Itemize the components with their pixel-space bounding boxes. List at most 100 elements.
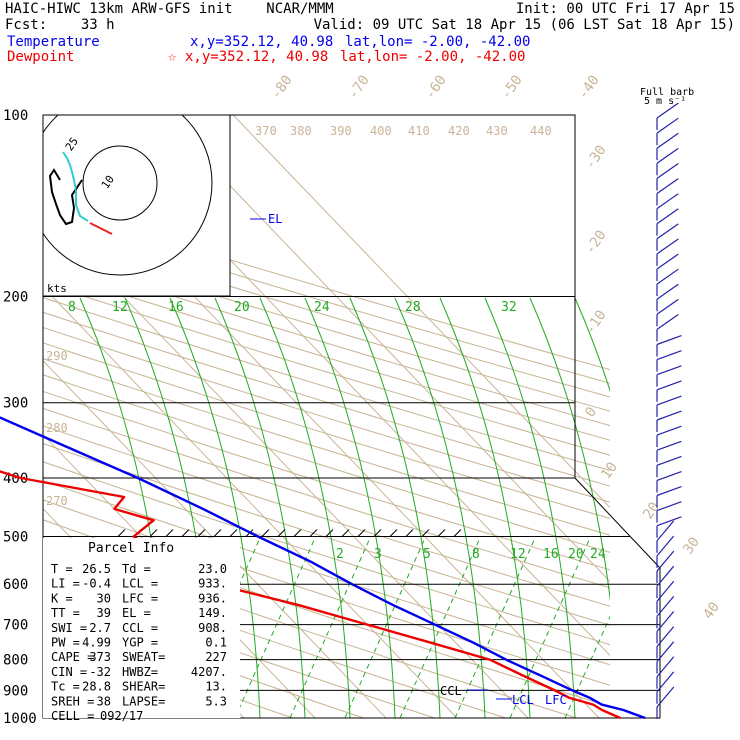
wind-barb: [656, 117, 679, 134]
isotherm-label: -40: [575, 72, 603, 102]
wind-barb: [656, 238, 679, 255]
wind-barb: [656, 455, 682, 466]
dry-adiabat-line: [43, 390, 610, 571]
moist-adiabat-line: [394, 297, 486, 718]
hodograph-trace-upper: [75, 179, 83, 191]
parcel-info-value: 2.7: [89, 621, 111, 635]
moist-adiabat-line: [439, 297, 531, 718]
dry-adiabat-line: [43, 297, 610, 471]
theta-label: 440: [530, 124, 552, 138]
parcel-info-label: SWI =: [51, 621, 87, 635]
wind-barb: [656, 298, 679, 315]
barb-legend-line1: Full barb: [640, 87, 694, 98]
wind-barb: [656, 380, 682, 391]
theta-label: 420: [448, 124, 470, 138]
parcel-info-value: 4207.: [191, 665, 227, 679]
wind-barb: [656, 516, 682, 527]
dry-adiabat-line: [43, 254, 610, 427]
moist-adiabat-line: [214, 297, 306, 718]
legend-temperature-latlon: lat,lon= -2.00, -42.00: [345, 34, 531, 50]
parcel-info-value: 39: [97, 606, 111, 620]
parcel-info-label: T =: [51, 562, 73, 576]
wind-barb: [656, 550, 675, 572]
header-model-info: HAIC-HIWC 13km ARW-GFS init NCAR/MMM: [5, 1, 334, 17]
mixing-ratio-label: 16: [543, 547, 559, 562]
wind-barb: [656, 595, 675, 617]
parcel-info-title: Parcel Info: [88, 541, 174, 556]
wind-barb: [656, 313, 679, 330]
wind-barb: [656, 611, 675, 632]
wind-barb: [656, 268, 679, 285]
mixing-ratio-line: [289, 537, 371, 718]
mixing-ratio-line: [234, 537, 316, 718]
mixing-ratio-line: [344, 537, 426, 718]
pressure-label: 500: [3, 529, 28, 545]
parcel-info-label: HWBZ=: [122, 665, 158, 679]
moist-adiabat-line: [484, 297, 576, 718]
parcel-info-value: 38: [97, 694, 111, 708]
legend-dewpoint-latlon: lat,lon= -2.00, -42.00: [340, 49, 526, 65]
pressure-label: 200: [3, 290, 28, 306]
wind-barb: [656, 350, 682, 361]
mixing-ratio-label: 24: [314, 300, 330, 315]
theta-label: 370: [255, 124, 277, 138]
wind-barb: [656, 641, 675, 662]
legend-dewpoint-label: Dewpoint: [7, 49, 75, 65]
dry-adiabat-line: [43, 326, 610, 503]
parcel-info-label: LCL =: [122, 577, 158, 591]
freezing-level-hatch: [117, 529, 462, 537]
legend-dewpoint-star-icon: ☆: [168, 49, 177, 65]
parcel-info-value: 149.: [198, 606, 227, 620]
mixing-ratio-label: 24: [590, 547, 606, 562]
parcel-info-value: 0.1: [205, 636, 227, 650]
header-valid-time: Valid: 09 UTC Sat 18 Apr 15 (06 LST Sat …: [313, 17, 735, 33]
temperature-profile-line: [0, 416, 646, 720]
moist-adiabat-line: [574, 297, 610, 393]
parcel-info-value: 4.99: [82, 636, 111, 650]
theta-label: 270: [46, 494, 68, 508]
parcel-info-label: SHEAR=: [122, 680, 165, 694]
wind-barb: [656, 223, 679, 240]
moist-adiabat-line: [259, 297, 351, 718]
parcel-info-label: TT =: [51, 606, 80, 620]
wind-barb: [656, 193, 679, 210]
mixing-ratio-label: 16: [168, 300, 184, 315]
isotherm-label: -20: [582, 227, 610, 257]
isotherm-label: 20: [640, 499, 663, 522]
parcel-info-label: SWEAT=: [122, 650, 165, 664]
isotherm-line: [43, 359, 387, 718]
isotherm-label: -80: [268, 72, 296, 102]
dewpoint-profile-line: [0, 470, 621, 720]
wind-barb: [656, 147, 679, 164]
moist-adiabat-line: [665, 298, 740, 718]
mixing-ratio-line: [454, 537, 536, 718]
wind-barb: [656, 365, 682, 376]
dry-adiabat-line: [43, 240, 610, 412]
parcel-info-label: LAPSE=: [122, 694, 165, 708]
theta-label: 380: [290, 124, 312, 138]
mixing-ratio-label: 12: [510, 547, 526, 562]
lcl-marker-label: LCL: [512, 693, 534, 707]
theta-label: 290: [46, 349, 68, 363]
wind-barb: [656, 440, 682, 451]
wind-barb: [656, 132, 679, 149]
dry-adiabat-line: [43, 582, 435, 718]
hodograph: 25 10 kts: [42, 114, 231, 297]
mixing-ratio-label: 5: [423, 547, 431, 562]
wind-barb: [656, 501, 682, 512]
wind-barb: [656, 208, 679, 225]
pressure-label: 700: [3, 618, 28, 634]
legend-temperature-label: Temperature: [7, 34, 100, 50]
dry-adiabat-line: [43, 311, 610, 487]
mixing-ratio-line: [179, 537, 261, 718]
parcel-info-box: Parcel Info T = 26.5 Td = 23.0 LI = -0.4 LCL =…: [43, 538, 240, 723]
moist-adiabat-line: [349, 297, 441, 718]
hodograph-trace-black: [48, 168, 83, 226]
isotherm-label: -60: [422, 72, 450, 102]
dry-adiabat-line: [43, 407, 610, 589]
mixing-ratio-label: 8: [472, 547, 480, 562]
pressure-label: 100: [3, 108, 28, 124]
parcel-info-value: 227: [205, 650, 227, 664]
theta-label: 390: [330, 124, 352, 138]
parcel-info-value: 28.8: [82, 680, 111, 694]
